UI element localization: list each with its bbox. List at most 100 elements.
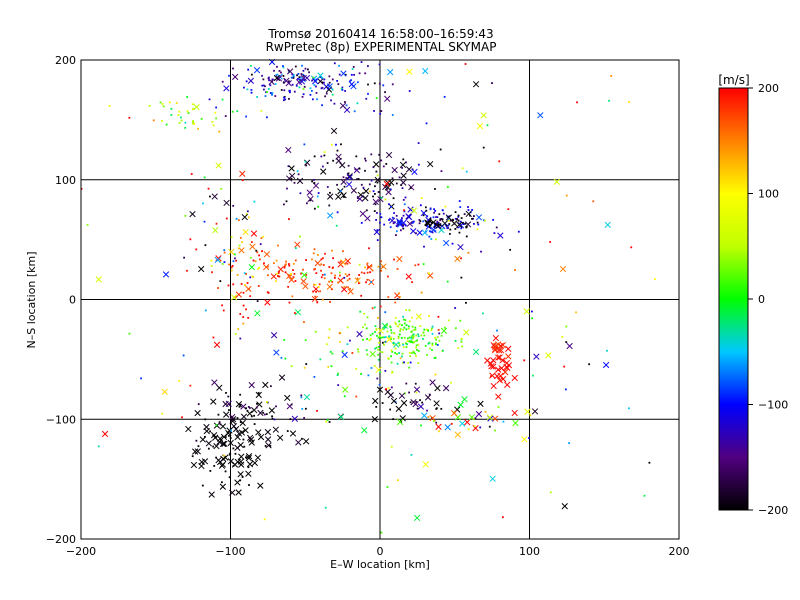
data-point-dot: [251, 275, 254, 278]
data-point-cross: [373, 228, 380, 236]
data-point-dot: [338, 64, 340, 67]
data-point-cross: [400, 179, 407, 186]
data-point-dot: [386, 330, 389, 333]
data-point-dot: [240, 283, 243, 285]
data-point-dot: [427, 342, 430, 345]
data-point-dot: [377, 336, 380, 339]
data-point-dot: [394, 301, 397, 304]
data-point-cross: [101, 430, 109, 438]
data-point-dot: [409, 401, 412, 404]
data-point-dot: [462, 221, 464, 224]
data-point-dot: [309, 87, 312, 90]
data-point-cross: [198, 265, 205, 273]
data-point-dot: [592, 200, 595, 203]
data-point-cross: [348, 81, 355, 88]
data-point-dot: [233, 257, 236, 260]
data-point-dot: [391, 216, 394, 219]
data-point-dot: [405, 328, 408, 331]
data-point-dot: [276, 272, 278, 275]
data-point-dot: [346, 275, 349, 277]
data-point-dot: [565, 341, 568, 343]
data-point-dot: [239, 403, 242, 406]
data-point-dot: [465, 301, 467, 304]
data-point-dot: [457, 347, 460, 349]
data-point-cross: [223, 199, 230, 207]
data-point-dot: [391, 350, 394, 353]
data-point-dot: [312, 290, 314, 293]
data-point-dot: [374, 331, 376, 333]
data-point-dot: [347, 164, 350, 167]
data-point-cross: [248, 381, 255, 389]
data-point-dot: [417, 343, 420, 346]
data-point-dot: [448, 223, 451, 225]
data-point-dot: [302, 93, 305, 96]
data-point-dot: [293, 181, 296, 184]
x-axis-label: E–W location [km]: [330, 558, 430, 571]
data-point-dot: [465, 225, 468, 228]
data-point-dot: [305, 259, 307, 261]
data-point-dot: [320, 269, 322, 272]
data-point-dot: [283, 265, 286, 268]
data-point-dot: [324, 506, 327, 509]
data-point-cross: [239, 170, 246, 177]
data-point-dot: [368, 247, 370, 250]
data-point-dot: [409, 355, 412, 357]
data-point-dot: [264, 85, 266, 88]
data-point-dot: [243, 272, 246, 275]
data-point-dot: [243, 86, 245, 89]
data-point-dot: [400, 337, 403, 339]
data-point-cross: [493, 342, 500, 349]
data-point-dot: [398, 323, 401, 326]
data-point-dot: [204, 244, 207, 247]
data-point-dot: [334, 274, 337, 277]
data-point-dot: [323, 277, 326, 280]
data-point-cross: [456, 221, 463, 228]
data-point-dot: [405, 346, 408, 349]
x-tick-label: −100: [215, 545, 245, 558]
data-point-dot: [213, 465, 216, 467]
data-point-dot: [392, 343, 395, 346]
data-point-dot: [288, 301, 291, 304]
data-point-dot: [192, 121, 195, 124]
data-point-dot: [356, 178, 358, 181]
data-point-dot: [411, 341, 414, 344]
data-point-dot: [288, 89, 291, 92]
data-point-dot: [398, 333, 401, 336]
data-point-dot: [250, 73, 253, 76]
data-point-cross: [235, 291, 242, 298]
data-point-dot: [408, 391, 411, 394]
data-point-dot: [221, 263, 224, 265]
data-point-dot: [313, 207, 316, 210]
data-point-dot: [212, 445, 215, 448]
data-point-cross: [561, 503, 568, 510]
data-point-dot: [239, 393, 242, 396]
data-point-dot: [340, 87, 343, 90]
data-point-dot: [374, 347, 377, 350]
data-point-dot: [233, 253, 236, 256]
data-point-cross: [232, 425, 240, 433]
data-point-dot: [275, 405, 277, 408]
data-point-dot: [311, 98, 314, 101]
data-point-cross: [291, 415, 298, 422]
data-point-dot: [321, 298, 324, 301]
data-point-dot: [128, 116, 131, 119]
data-point-dot: [328, 75, 331, 78]
data-point-dot: [375, 170, 378, 173]
data-point-dot: [411, 337, 414, 340]
data-point-cross: [454, 431, 461, 438]
data-point-dot: [184, 126, 187, 129]
data-point-dot: [454, 217, 457, 220]
data-point-dot: [343, 285, 346, 288]
data-point-dot: [255, 249, 258, 252]
data-point-dot: [152, 119, 155, 122]
data-point-dot: [296, 170, 299, 173]
data-point-dot: [195, 248, 198, 251]
data-point-dot: [404, 342, 407, 345]
data-point-dot: [440, 170, 443, 173]
data-point-cross: [422, 461, 429, 468]
data-point-dot: [234, 452, 237, 455]
data-point-cross: [264, 428, 272, 436]
data-point-dot: [266, 91, 268, 93]
data-point-dot: [178, 110, 181, 113]
data-point-dot: [331, 249, 333, 252]
